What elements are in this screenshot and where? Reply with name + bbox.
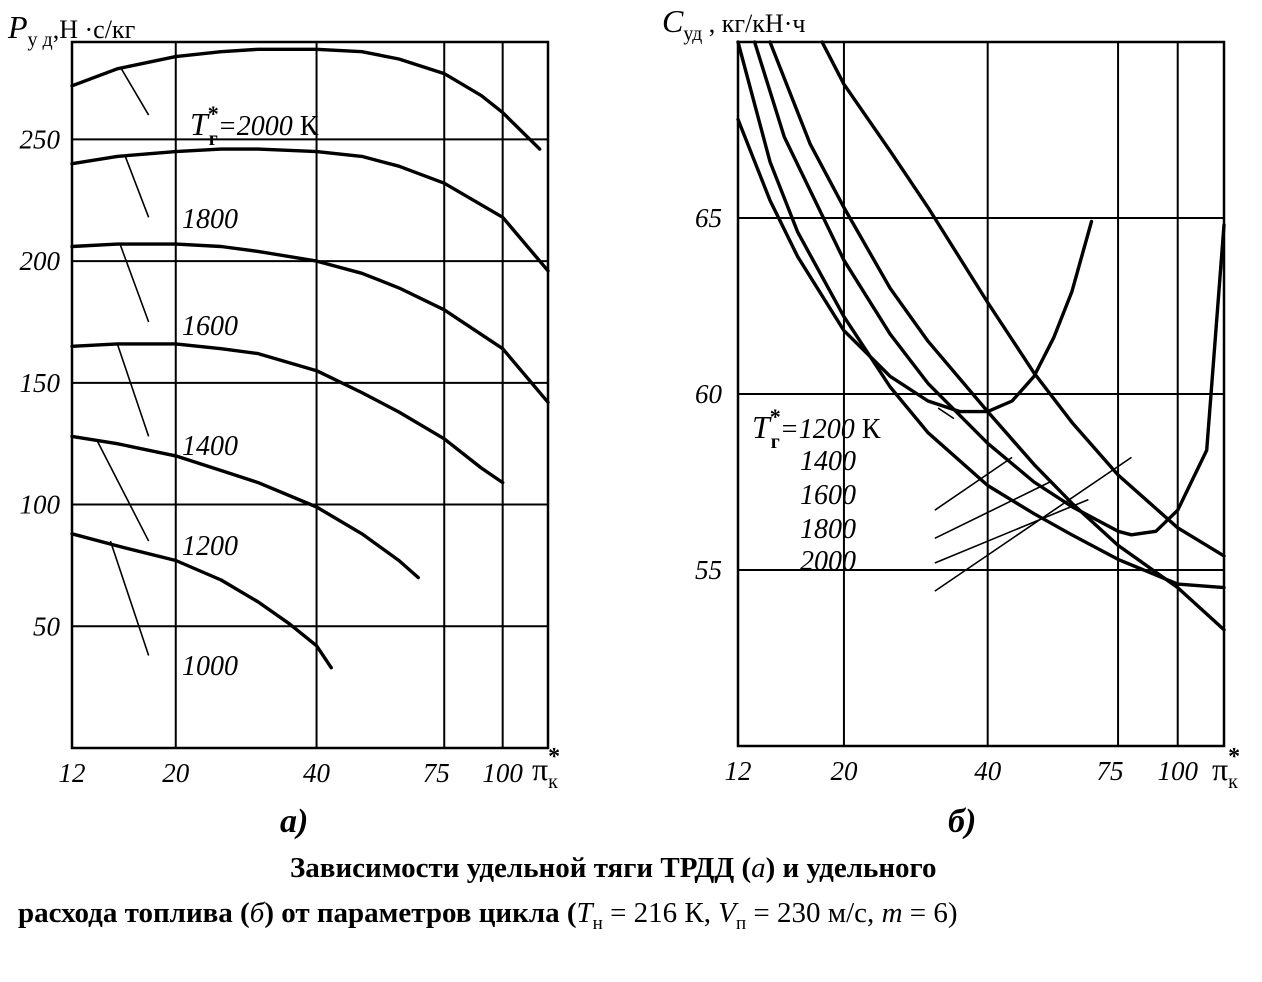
series-line-1400 [70,342,505,485]
leader-line-1600 [119,243,150,323]
chart-b-specific-fuel-consumption: 12 20 40 75 100 55 60 65 T* г=1200 К1400160018002… [662,3,1240,840]
caption-line-1: Зависимости удельной тяги ТРДД (а) и уде… [290,852,937,884]
leader-line-1400 [116,343,150,437]
x-tick-label: 75 [1097,756,1124,786]
x-tick-label: 100 [1157,756,1198,786]
x-tick-label: 12 [725,756,752,786]
x-tick-label: 12 [59,758,86,788]
y-tick-label: 60 [695,379,723,409]
series-line-1800 [70,147,550,273]
series-label-1400: 1400 [182,431,238,462]
panel-label: б) [948,803,976,840]
series-label-1800: 1800 [182,204,238,235]
series-line-1200 [70,434,420,580]
leader-line-1200 [96,440,150,542]
y-axis-label: Cуд , кг/кН·ч [662,3,805,45]
series-label-1000: 1000 [182,651,238,682]
series-label-1400: 1400 [800,446,856,477]
leader-line-2000 [934,456,1132,592]
plot-frame [70,40,550,750]
x-tick-label: 75 [423,758,450,788]
series-label-1800: 1800 [800,514,856,545]
series-label-1200: T* г=1200 К [752,404,881,453]
series-line-1400 [736,40,1226,590]
series-line-2000 [70,47,542,151]
y-tick-label: 50 [33,611,61,641]
series-line-1200 [736,117,1094,414]
y-tick-label: 250 [20,124,61,154]
series-label-1600: 1600 [800,480,856,511]
caption-line-2: расхода топлива (б) от параметров цикла … [18,897,958,934]
leader-line-2000 [120,68,150,116]
x-tick-label: 40 [974,756,1002,786]
series-line-1000 [70,532,333,670]
leader-line-1200 [937,407,955,420]
series-label-2000: T* г=2000 К [190,101,319,150]
y-tick-label: 55 [695,555,722,585]
y-tick-label: 150 [20,368,61,398]
y-tick-label: 100 [20,490,61,520]
leader-line-1400 [934,456,1013,511]
x-tick-label: 40 [303,758,331,788]
series-line-1800 [768,40,1226,632]
panel-label: а) [280,803,308,840]
leader-line-1600 [934,481,1051,540]
chart-a-specific-thrust: 12 20 40 75 100 50 100 150 200 250 T* г=2000 К 1800 1… [7,9,560,840]
x-axis-label: π* к [532,744,560,793]
y-axis-label: Pу д,Н ·с/кг [7,9,135,51]
series-label-2000: 2000 [800,546,856,577]
x-tick-label: 20 [830,756,858,786]
series-line-2000 [820,40,1226,558]
series-line-1600 [70,242,550,404]
leader-line-1800 [124,156,150,218]
leader-line-1000 [109,540,150,656]
y-tick-label: 65 [695,203,722,233]
series-label-1600: 1600 [182,311,238,342]
series-label-1200: 1200 [182,531,238,562]
leader-line-1800 [934,498,1089,564]
x-axis-label: π* к [1212,744,1240,793]
series-line-1600 [752,40,1226,537]
y-tick-label: 200 [20,246,61,276]
x-tick-label: 100 [482,758,523,788]
x-tick-label: 20 [162,758,190,788]
